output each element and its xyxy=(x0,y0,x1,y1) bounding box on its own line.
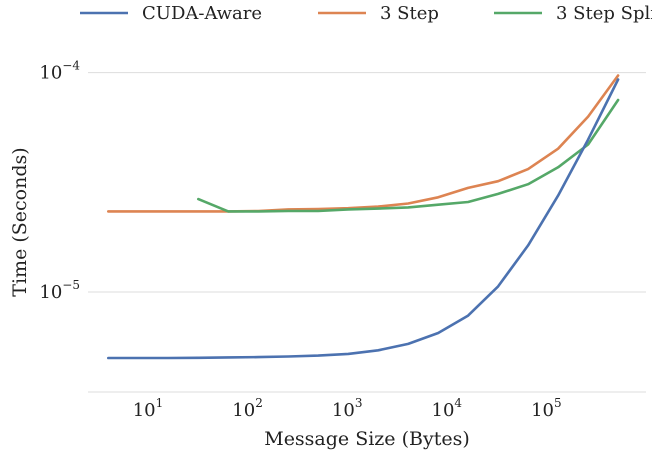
series-line-3-step-split xyxy=(197,98,620,213)
legend: CUDA-Aware 3 Step 3 Step Split xyxy=(80,3,652,24)
legend-label: CUDA-Aware xyxy=(142,3,262,24)
series-line-3-step xyxy=(107,74,620,213)
x-tick-label: 101 xyxy=(133,396,164,421)
y-axis-title: Time (Seconds) xyxy=(9,147,31,296)
legend-label: 3 Step Split xyxy=(556,3,652,24)
x-tick-label: 105 xyxy=(531,396,562,421)
x-tick-label: 104 xyxy=(432,396,463,421)
series-line-cuda-aware xyxy=(107,78,620,360)
x-axis-title: Message Size (Bytes) xyxy=(264,428,470,450)
series-lines xyxy=(107,74,620,360)
x-tick-label: 103 xyxy=(332,396,363,421)
legend-item-3-step: 3 Step xyxy=(318,3,439,24)
tick-labels: 10−5 10−4 101 102 103 104 105 xyxy=(39,59,561,421)
legend-item-cuda-aware: CUDA-Aware xyxy=(80,3,262,24)
gridlines xyxy=(88,72,646,393)
y-tick-label: 10−5 xyxy=(39,278,80,303)
y-tick-label: 10−4 xyxy=(39,59,80,84)
legend-label: 3 Step xyxy=(380,3,439,24)
legend-item-3-step-split: 3 Step Split xyxy=(494,3,652,24)
x-tick-label: 102 xyxy=(232,396,263,421)
